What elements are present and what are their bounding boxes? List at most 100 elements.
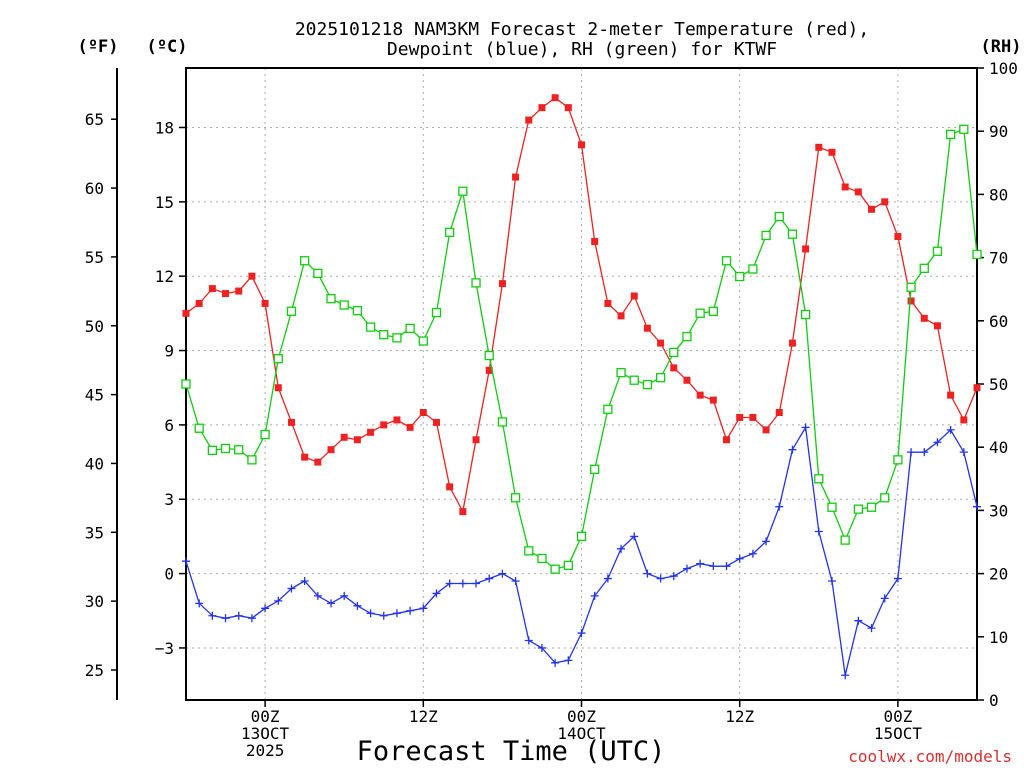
- temperature-point: [788, 339, 796, 347]
- dewpoint-point: [537, 643, 546, 652]
- rh-point: [735, 271, 745, 282]
- dewpoint-point: [379, 611, 388, 620]
- rh-point: [497, 417, 508, 427]
- temperature-point: [683, 376, 691, 384]
- rh-tick-label: 80: [989, 185, 1008, 204]
- dewpoint-point: [340, 591, 349, 600]
- dewpoint-point: [247, 614, 256, 623]
- temperature-point: [973, 384, 981, 392]
- dewpoint-point: [762, 537, 771, 546]
- temperature-point: [749, 413, 757, 421]
- dewpoint-point: [788, 445, 797, 454]
- temperature-point: [657, 339, 665, 347]
- celsius-tick-label: 9: [164, 342, 174, 361]
- rh-point: [748, 264, 758, 274]
- rh-point: [853, 504, 863, 514]
- rh-tick-label: 10: [989, 628, 1008, 647]
- temperature-point: [459, 508, 467, 516]
- dewpoint-point: [880, 594, 889, 603]
- dewpoint-point: [735, 554, 744, 563]
- dewpoint-point: [682, 564, 691, 573]
- temperature-point: [920, 314, 928, 322]
- rh-point: [431, 307, 442, 318]
- rh-tick-label: 60: [989, 312, 1008, 331]
- dewpoint-point: [458, 579, 467, 588]
- rh-point: [932, 246, 943, 256]
- temperature-point: [591, 237, 599, 245]
- rh-point: [629, 375, 639, 385]
- fahrenheit-unit-label: (ºF): [78, 37, 119, 57]
- temperature-point: [235, 287, 243, 295]
- x-tick-label: 14OCT: [557, 724, 606, 743]
- rh-tick-label: 0: [989, 691, 999, 710]
- dewpoint-point: [524, 636, 533, 645]
- temperature-point: [960, 416, 968, 424]
- rh-point: [576, 531, 587, 541]
- dewpoint-point: [287, 584, 296, 593]
- temperature-point: [775, 409, 783, 417]
- rh-point: [603, 404, 613, 414]
- rh-point: [721, 256, 732, 266]
- rh-point: [181, 379, 191, 389]
- temperature-point: [604, 299, 612, 307]
- temperature-point: [525, 116, 533, 124]
- dewpoint-point: [973, 502, 981, 511]
- rh-point: [365, 322, 376, 332]
- temperature-point: [340, 433, 348, 441]
- dewpoint-point: [722, 562, 731, 571]
- temperature-point: [841, 183, 849, 191]
- dewpoint-point: [392, 609, 401, 618]
- rh-point: [273, 354, 283, 364]
- rh-point: [893, 455, 903, 465]
- dewpoint-point: [959, 448, 968, 457]
- dewpoint-point: [511, 577, 520, 586]
- dewpoint-point: [933, 438, 942, 447]
- plot-frame: [185, 67, 978, 701]
- rh-point: [682, 331, 692, 342]
- dewpoint-point: [814, 527, 823, 536]
- x-tick-label: 00Z: [883, 707, 912, 726]
- temperature-point: [274, 384, 282, 392]
- rh-point: [945, 129, 956, 140]
- dewpoint-point: [827, 577, 836, 586]
- rh-point: [484, 350, 494, 361]
- temperature-point: [907, 297, 915, 305]
- dewpoint-point: [590, 591, 599, 600]
- rh-point: [669, 347, 679, 358]
- x-tick-label: 00Z: [251, 707, 280, 726]
- dewpoint-point: [893, 574, 902, 583]
- rh-point: [471, 278, 481, 288]
- rh-tick-label: 20: [989, 565, 1008, 584]
- rh-point: [313, 268, 323, 279]
- rh-point: [392, 333, 402, 343]
- temperature-point: [314, 458, 322, 466]
- temperature-point: [393, 416, 401, 424]
- rh-point: [563, 560, 573, 571]
- rh-point: [537, 553, 547, 564]
- temperature-point: [709, 396, 717, 404]
- temperature-point: [512, 173, 520, 181]
- temperature-point: [406, 423, 414, 431]
- temperature-point: [868, 205, 876, 213]
- temperature-point: [578, 141, 585, 149]
- rh-tick-label: 30: [989, 501, 1008, 520]
- dewpoint-point: [182, 557, 190, 566]
- rh-point: [458, 186, 468, 196]
- rh-point: [695, 308, 705, 318]
- rh-point: [418, 336, 428, 346]
- rh-point: [524, 546, 534, 556]
- rh-point: [286, 306, 297, 316]
- fahrenheit-tick-label: 40: [85, 454, 104, 473]
- rh-point: [326, 294, 336, 304]
- credit-text: coolwx.com/models: [848, 747, 1012, 766]
- rh-point: [445, 227, 455, 237]
- dewpoint-point: [867, 624, 876, 633]
- series-dewpoint: [182, 423, 981, 680]
- dewpoint-point: [551, 658, 560, 667]
- celsius-tick-label: −3: [155, 639, 174, 658]
- celsius-tick-label: 6: [164, 416, 174, 435]
- x-tick-label: 2025: [246, 741, 285, 760]
- rh-point: [352, 306, 363, 316]
- rh-tick-label: 50: [989, 375, 1008, 394]
- dewpoint-point: [656, 574, 665, 583]
